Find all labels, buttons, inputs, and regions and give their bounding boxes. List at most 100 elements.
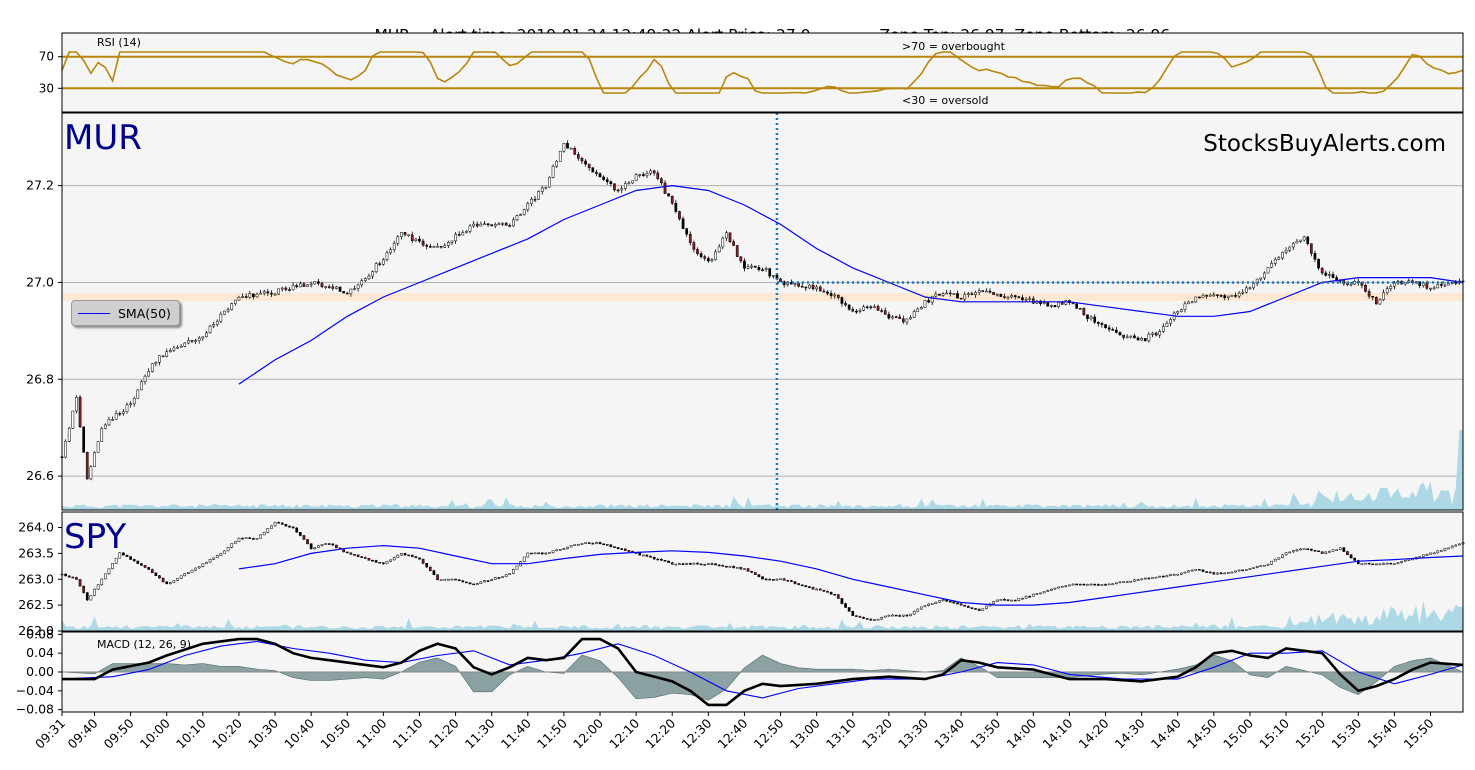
price-candle-body [905, 318, 909, 323]
price-candle-body [660, 178, 663, 184]
spy-candle-body [1439, 550, 1443, 552]
price-candle-body [219, 313, 223, 322]
x-tick-label-14: 11:50 [534, 715, 570, 751]
x-tick-label-29: 14:20 [1076, 715, 1112, 751]
spy-candle-body [779, 578, 782, 581]
price-candle-body [757, 267, 761, 270]
spy-candle-body [1118, 581, 1122, 584]
spy-candle-body [725, 565, 728, 568]
price-candle-body [302, 283, 306, 287]
spy-candle-body [1187, 570, 1190, 573]
price-candle-body [1454, 282, 1458, 284]
price-candle-body [327, 286, 331, 288]
price-candle-body [389, 249, 392, 254]
price-candle-body [1223, 295, 1227, 298]
price-candle-body [400, 232, 403, 237]
price-candle-body [443, 245, 447, 248]
price-candle-body [1042, 302, 1046, 304]
x-tick-label-4: 10:10 [173, 715, 209, 751]
spy-panel-frame [61, 511, 1464, 632]
price-candle-body [522, 209, 526, 215]
spy-candle-body [158, 575, 161, 579]
spy-candle-body [591, 542, 595, 545]
spy-candle-body [1046, 590, 1050, 592]
price-candle-body [1382, 292, 1385, 301]
price-candle-body [114, 413, 118, 420]
price-candle-body [345, 292, 349, 295]
spy-candle-body [244, 537, 248, 539]
price-candle-body [815, 286, 819, 290]
price-candle-body [1021, 297, 1024, 301]
spy-candle-body [706, 563, 710, 565]
spy-candle-body [1057, 586, 1060, 589]
macd-line [62, 637, 1464, 707]
spy-candle-body [822, 589, 826, 592]
price-candle-body [367, 275, 371, 279]
spy-candle-body [1003, 599, 1006, 601]
x-tick-label-24: 13:30 [895, 715, 931, 751]
price-candle-body [995, 293, 999, 296]
price-candle-body [501, 223, 504, 225]
spy-candle-body [1252, 567, 1255, 569]
price-candle-body [1270, 263, 1273, 268]
spy-candle-body [869, 618, 873, 621]
price-candle-body [1309, 243, 1313, 254]
spy-candle-body [490, 579, 494, 582]
price-candle-body [977, 290, 981, 293]
price-candle-body [143, 375, 147, 382]
spy-candle-body [78, 579, 82, 587]
spy-candle-body [533, 552, 537, 555]
spy-candle-body [1147, 577, 1151, 580]
price-candle-body [1259, 277, 1263, 280]
spy-candle-body [1165, 575, 1169, 578]
x-tick-label-9: 11:00 [353, 715, 389, 751]
spy-candle-body [403, 553, 407, 556]
price-candle-body [284, 287, 288, 290]
price-candle-body [150, 363, 154, 372]
price-candle-body [1208, 294, 1212, 297]
spy-candle-body [974, 608, 977, 610]
spy-candle-body [1338, 547, 1342, 551]
price-candle-body [1439, 284, 1443, 286]
price-candle-body [306, 284, 309, 287]
price-candle-body [1089, 316, 1093, 319]
price-candle-body [158, 355, 161, 363]
price-candle-body [576, 154, 580, 159]
spy-candle-body [829, 592, 833, 595]
x-tick-label-37: 15:40 [1364, 715, 1400, 751]
price-candle-body [78, 397, 82, 428]
price-candle-body [479, 223, 483, 227]
price-candle-body [1107, 327, 1111, 330]
spy-candle-body [432, 570, 436, 575]
price-candle-body [1266, 266, 1270, 274]
price-candle-body [255, 293, 259, 298]
price-candle-body [829, 293, 833, 296]
spy-candle-body [179, 575, 183, 579]
price-candle-body [1129, 335, 1133, 338]
spy-candle-body [1107, 583, 1111, 586]
price-candle-body [1349, 283, 1353, 286]
price-candle-body [165, 351, 169, 357]
price-candle-body [465, 231, 468, 233]
spy-candle-body [1031, 593, 1035, 597]
spy-candle-body [100, 578, 104, 586]
spy-candle-body [421, 558, 425, 564]
spy-candle-body [187, 572, 190, 574]
price-candle-body [992, 292, 995, 295]
price-candle-body [927, 300, 930, 303]
rsi-ytick-label-1: 30 [39, 81, 54, 95]
spy-candle-body [956, 602, 959, 605]
price-zone-band [62, 292, 1463, 301]
spy-candle-body [768, 578, 772, 581]
spy-candle-body [880, 616, 884, 620]
spy-candle-body [371, 560, 374, 562]
price-candle-body [844, 303, 847, 306]
price-candle-body [233, 299, 237, 304]
price-candle-body [598, 173, 602, 178]
spy-candle-body [670, 562, 674, 565]
spy-candle-body [1205, 571, 1208, 573]
spy-candle-body [1349, 554, 1353, 559]
x-tick-label-10: 11:10 [390, 715, 426, 751]
spy-candle-body [714, 563, 717, 566]
spy-candle-body [941, 599, 945, 602]
